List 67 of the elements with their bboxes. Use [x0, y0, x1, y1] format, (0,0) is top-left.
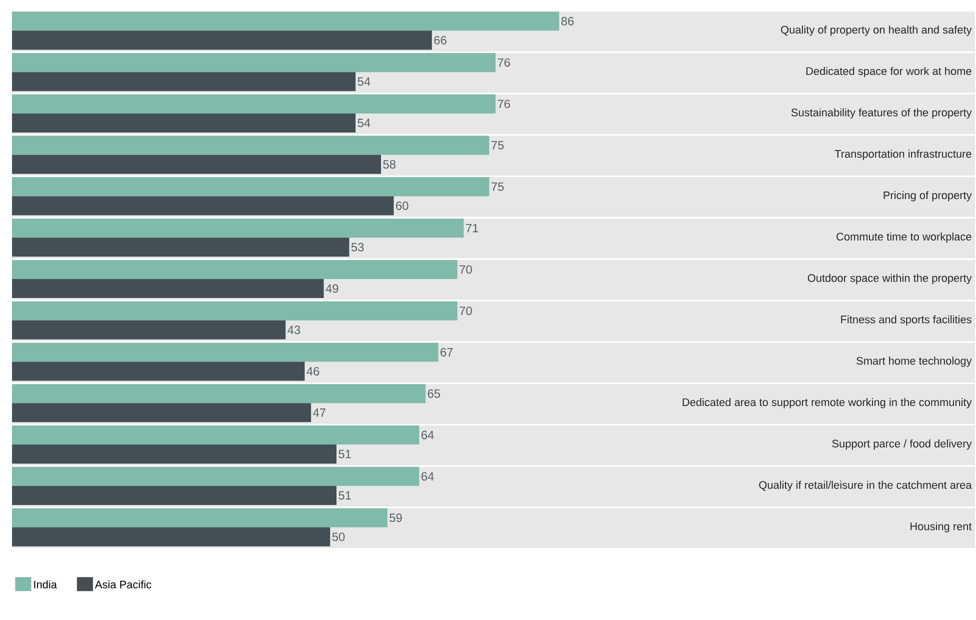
- data-label: 54: [358, 118, 370, 128]
- data-label: 66: [434, 36, 446, 44]
- y-tick-label: Quality of property on health and safety: [781, 26, 972, 36]
- data-label: 76: [498, 100, 510, 108]
- legend-label: India: [34, 580, 57, 588]
- data-label: 64: [422, 472, 434, 481]
- data-label: 58: [383, 160, 396, 169]
- y-tick-label: Quality if retail/leisure in the catchment area: [759, 480, 972, 492]
- data-label: 49: [326, 284, 338, 293]
- bar: [12, 30, 432, 50]
- bar: [12, 342, 438, 362]
- y-tick-label: Support parce / food delivery: [832, 439, 972, 450]
- data-label: 86: [561, 16, 574, 26]
- bar: [12, 527, 330, 546]
- bar: [12, 154, 382, 174]
- data-label: 75: [491, 141, 504, 150]
- y-tick-label: Transportation infrastructure: [834, 150, 972, 160]
- y-tick-label: Outdoor space within the property: [808, 274, 972, 284]
- y-tick-label: Housing rent: [910, 522, 972, 532]
- y-tick-label: Fitness and sports facilities: [841, 315, 972, 326]
- bar: [12, 12, 560, 31]
- y-tick-label: Dedicated space for work at home: [806, 66, 972, 78]
- bar: [12, 466, 420, 486]
- bar: [12, 278, 324, 298]
- bar: [12, 403, 312, 422]
- data-label: 59: [390, 514, 402, 522]
- data-label: 64: [422, 430, 434, 440]
- data-label: 60: [396, 202, 408, 210]
- bar: [12, 177, 490, 196]
- data-label: 46: [306, 367, 320, 376]
- bar: [12, 136, 490, 155]
- data-label: 76: [498, 58, 510, 67]
- bar: [12, 72, 356, 92]
- legend-label: Asia Pacific: [94, 580, 152, 588]
- bar: [12, 196, 394, 216]
- bar: [12, 94, 496, 114]
- bar: [12, 362, 305, 381]
- data-label: 51: [338, 450, 351, 458]
- data-label: 51: [338, 491, 351, 500]
- data-label: 70: [460, 265, 472, 274]
- data-label: 67: [440, 348, 453, 356]
- y-tick-label: Smart home technology: [856, 356, 972, 367]
- data-label: 53: [351, 242, 364, 252]
- bar: [12, 486, 336, 505]
- data-label: 71: [466, 224, 478, 232]
- data-label: 47: [313, 408, 326, 417]
- bar: [12, 53, 496, 72]
- bar: [12, 425, 420, 445]
- data-label: 50: [332, 532, 345, 542]
- data-label: 43: [288, 326, 300, 334]
- data-label: 75: [491, 182, 504, 191]
- data-label: 54: [358, 77, 370, 86]
- bar: [12, 238, 350, 257]
- y-tick-label: Dedicated area to support remote working in the community: [682, 398, 972, 408]
- bar: [12, 301, 458, 320]
- y-tick-label: Sustainability features of the property: [791, 108, 972, 119]
- data-label: 70: [460, 306, 472, 316]
- y-tick-label: Commute time to workplace: [836, 232, 972, 243]
- bar: [12, 260, 458, 279]
- bar: [12, 218, 464, 238]
- bar: [12, 320, 286, 340]
- bar: [12, 444, 336, 464]
- bar: [12, 113, 356, 132]
- y-tick-label: Pricing of property: [884, 191, 972, 202]
- bar: [12, 384, 426, 404]
- bar: [12, 508, 388, 528]
- data-label: 65: [428, 389, 440, 398]
